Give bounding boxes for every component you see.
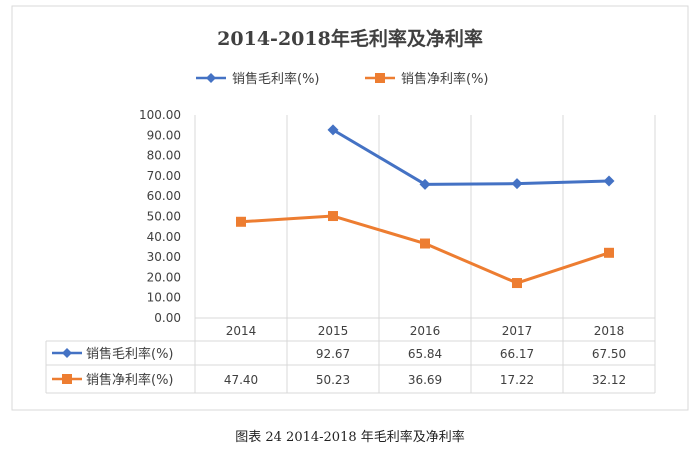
table-value: 66.17 [500, 347, 534, 361]
y-tick-label: 40.00 [147, 230, 181, 244]
table-value: 65.84 [408, 347, 442, 361]
table-value: 50.23 [316, 373, 350, 387]
x-tick-label: 2015 [318, 324, 349, 338]
y-tick-label: 90.00 [147, 128, 181, 142]
data-point [236, 216, 246, 227]
y-tick-label: 0.00 [154, 311, 181, 325]
data-point [328, 211, 338, 222]
table-value: 36.69 [408, 373, 442, 387]
plot-grid [194, 115, 656, 318]
table-series-name-0: 销售毛利率(%) [86, 346, 174, 362]
y-tick-label: 80.00 [147, 149, 181, 163]
y-tick-label: 50.00 [147, 210, 181, 224]
data-point [420, 238, 430, 249]
chart-border [11, 5, 689, 411]
x-tick-label: 2018 [594, 324, 625, 338]
data-point [512, 278, 522, 289]
legend-marker-1 [375, 73, 385, 83]
figure-caption: 图表 24 2014-2018 年毛利率及净利率 [235, 430, 465, 445]
data-point [419, 178, 431, 190]
x-tick-label: 2014 [226, 324, 257, 338]
y-tick-label: 20.00 [147, 270, 181, 284]
legend: 销售毛利率(%) 销售净利率(%) [196, 71, 489, 87]
series-line-0 [331, 128, 611, 186]
data-point [511, 178, 523, 190]
table-value: 17.22 [500, 373, 534, 387]
table-value: 92.67 [316, 347, 350, 361]
plot-series [236, 124, 615, 289]
table-legend-marker-1 [62, 374, 72, 384]
table-value: 67.50 [592, 347, 626, 361]
table-series-name-1: 销售净利率(%) [86, 372, 174, 388]
x-tick-label: 2017 [502, 324, 533, 338]
data-point [603, 175, 615, 187]
legend-marker-0 [206, 73, 216, 83]
table-value: 32.12 [592, 373, 626, 387]
data-table: 2014 2015 2016 2017 2018 销售毛利率(%) 92.67 65.84 66… [45, 317, 656, 394]
y-axis: 0.00 10.00 20.00 30.00 40.00 50.00 60.00 70.00 8… [139, 108, 181, 325]
chart-title: 2014-2018年毛利率及净利率 [217, 27, 483, 50]
y-tick-label: 100.00 [139, 108, 181, 122]
data-point [604, 247, 614, 258]
table-legend-marker-0 [62, 348, 72, 358]
y-tick-label: 10.00 [147, 291, 181, 305]
legend-label-1: 销售净利率(%) [401, 71, 489, 87]
data-point [327, 124, 339, 136]
y-tick-label: 60.00 [147, 189, 181, 203]
legend-label-0: 销售毛利率(%) [232, 71, 320, 87]
y-tick-label: 30.00 [147, 250, 181, 264]
table-value: 47.40 [224, 373, 258, 387]
y-tick-label: 70.00 [147, 169, 181, 183]
x-tick-label: 2016 [410, 324, 441, 338]
